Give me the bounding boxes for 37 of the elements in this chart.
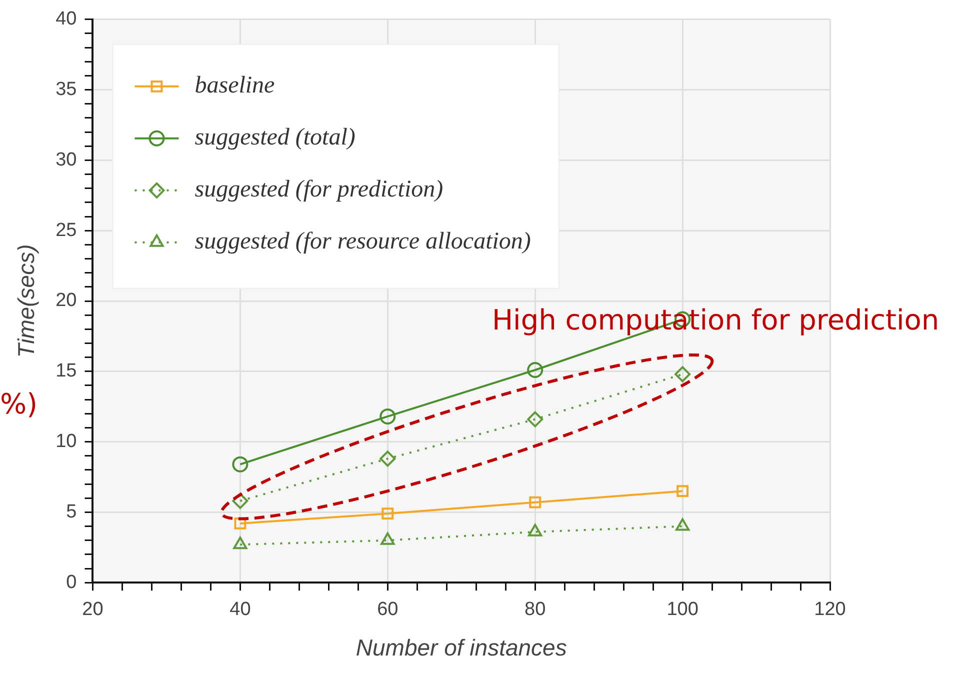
y-tick-label: 25 — [56, 220, 77, 241]
point — [675, 518, 690, 531]
x-tick-label: 120 — [814, 599, 846, 620]
legend-label: suggested (for prediction) — [194, 176, 444, 203]
legend-label: suggested (for resource allocation) — [194, 228, 531, 255]
y-tick-label: 40 — [56, 8, 77, 30]
y-tick-label: 10 — [56, 431, 77, 452]
y-tick-label: 5 — [66, 501, 77, 522]
point — [233, 536, 248, 550]
y-tick-label: 30 — [56, 149, 77, 170]
point — [676, 485, 688, 498]
point — [527, 362, 544, 378]
x-tick-label: 40 — [230, 599, 251, 620]
x-tick-label: 80 — [524, 599, 546, 620]
point — [528, 524, 542, 536]
legend-label: baseline — [194, 72, 276, 99]
point — [380, 408, 396, 424]
legend-label: suggested (total) — [194, 124, 356, 151]
point — [529, 496, 542, 508]
point — [380, 532, 395, 545]
y-tick-label: 35 — [56, 79, 77, 100]
y-tick-label: 0 — [66, 572, 77, 593]
x-tick-label: 20 — [82, 599, 104, 620]
x-axis-title: Number of instances — [356, 634, 568, 661]
y-tick-label: 20 — [56, 290, 77, 312]
text: %) — [0, 387, 38, 420]
point — [527, 411, 544, 428]
point — [674, 366, 691, 382]
point — [232, 492, 248, 509]
x-tick-label: 100 — [666, 599, 698, 620]
y-axis-title: Time(secs) — [13, 244, 40, 358]
point — [234, 518, 246, 530]
x-tick-label: 60 — [377, 599, 398, 620]
point — [382, 508, 394, 520]
point — [380, 450, 396, 467]
y-tick-label: 15 — [56, 360, 77, 382]
point — [232, 456, 248, 472]
